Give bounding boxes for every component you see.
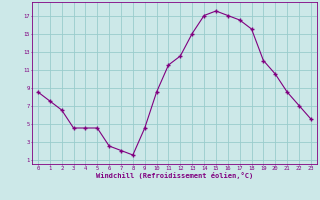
X-axis label: Windchill (Refroidissement éolien,°C): Windchill (Refroidissement éolien,°C): [96, 172, 253, 179]
